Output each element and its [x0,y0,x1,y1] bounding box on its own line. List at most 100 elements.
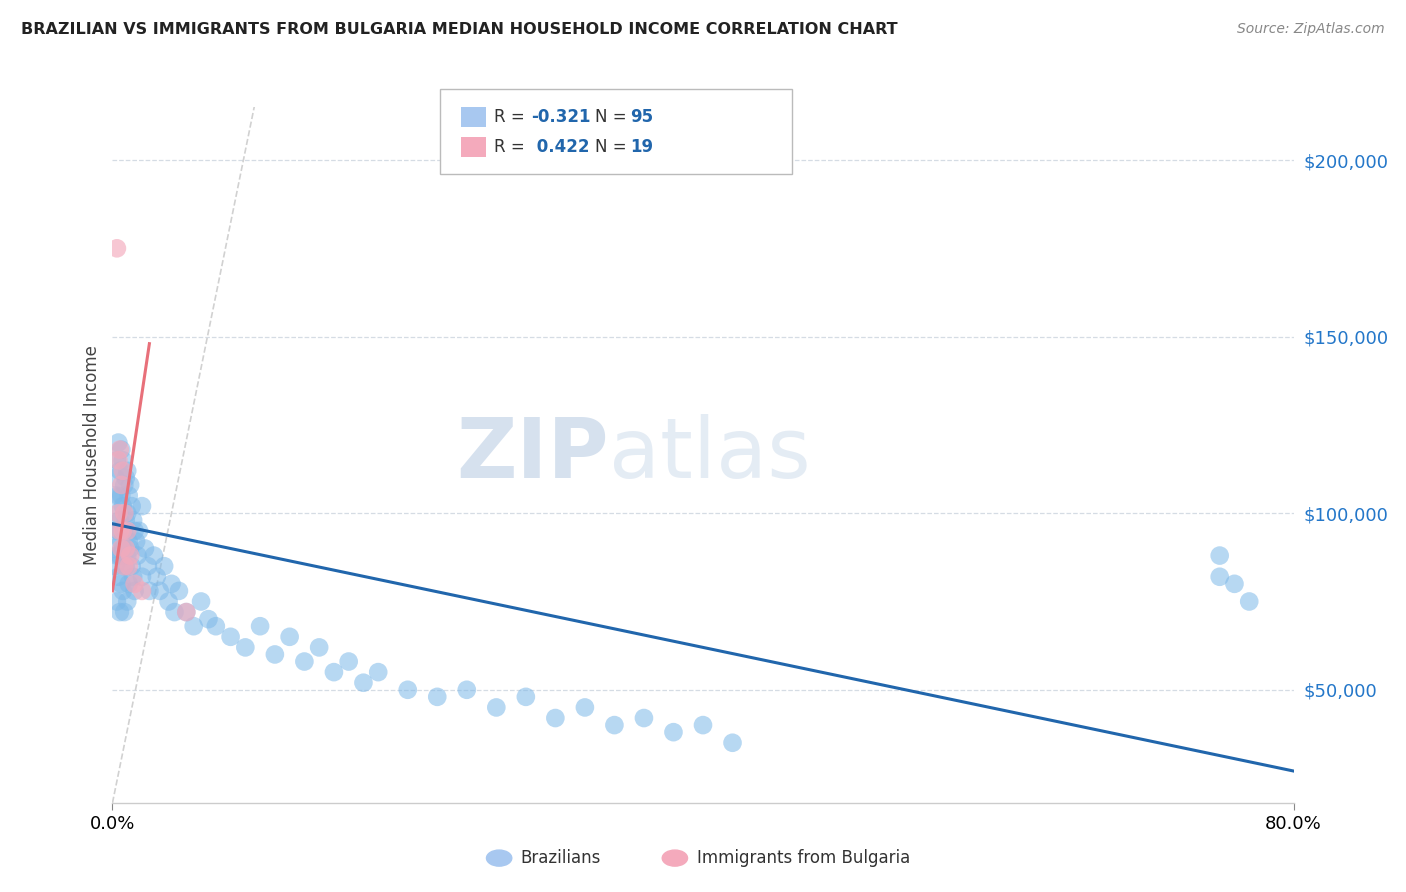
Point [128,524,150,538]
Point [105,549,128,563]
Point [122,570,145,584]
Point [174,605,197,619]
Point [105,594,128,608]
Point [396,682,419,697]
Text: ZIP: ZIP [456,415,609,495]
Point [107,489,129,503]
Point [1239,594,1261,608]
Point [118,559,141,574]
Point [111,453,134,467]
Point [125,534,148,549]
Point [108,524,131,538]
Point [308,640,330,655]
Point [111,464,134,478]
Point [114,513,136,527]
Point [183,619,205,633]
Point [190,594,212,608]
Point [107,435,129,450]
Point [124,583,146,598]
Point [337,655,360,669]
Point [112,605,135,619]
Point [515,690,537,704]
Point [120,478,142,492]
Point [485,700,508,714]
Point [107,453,129,467]
Point [112,478,135,492]
Point [122,513,145,527]
Point [104,75,127,89]
Point [110,489,132,503]
Point [292,655,315,669]
Point [107,570,129,584]
Point [131,570,153,584]
Point [120,541,142,556]
Point [633,711,655,725]
Point [118,577,141,591]
Point [110,541,132,556]
Point [117,594,138,608]
Point [197,612,219,626]
Point [105,453,128,467]
Point [167,583,190,598]
Point [1208,549,1232,563]
Text: 95: 95 [630,108,652,126]
Point [114,471,136,485]
Point [112,559,135,574]
Text: -0.321: -0.321 [531,108,591,126]
Text: Source: ZipAtlas.com: Source: ZipAtlas.com [1237,22,1385,37]
Point [110,478,132,492]
Point [105,506,128,520]
Point [105,241,128,255]
Point [662,725,685,739]
Point [111,541,134,556]
Point [110,442,132,457]
Point [110,577,132,591]
Text: R =: R = [494,108,530,126]
Point [352,675,374,690]
Point [153,559,176,574]
Point [111,499,134,513]
Point [108,464,131,478]
Point [136,559,159,574]
Y-axis label: Median Household Income: Median Household Income [83,345,101,565]
Point [118,489,141,503]
Text: 19: 19 [630,138,652,156]
Point [108,513,131,527]
Text: N =: N = [595,138,631,156]
Point [107,506,129,520]
Point [104,559,127,574]
Point [205,619,228,633]
Point [456,682,478,697]
Point [111,524,134,538]
Point [103,489,125,503]
Point [219,630,242,644]
Point [108,549,131,563]
Point [233,640,256,655]
Text: R =: R = [494,138,530,156]
Point [114,559,136,574]
Point [117,506,138,520]
Point [110,534,132,549]
Text: 0.422: 0.422 [531,138,591,156]
Point [163,605,186,619]
Point [174,605,197,619]
Point [112,524,135,538]
Point [112,506,135,520]
Point [104,524,127,538]
Text: atlas: atlas [609,415,810,495]
Point [117,524,138,538]
Point [121,499,143,513]
Point [121,559,143,574]
Point [544,711,567,725]
Point [264,648,287,662]
Text: BRAZILIAN VS IMMIGRANTS FROM BULGARIA MEDIAN HOUSEHOLD INCOME CORRELATION CHART: BRAZILIAN VS IMMIGRANTS FROM BULGARIA ME… [21,22,897,37]
Point [118,534,141,549]
Point [124,577,146,591]
Point [692,718,714,732]
Point [117,549,138,563]
Point [131,583,153,598]
Point [142,549,165,563]
Point [111,583,134,598]
Point [323,665,346,680]
Point [574,700,596,714]
